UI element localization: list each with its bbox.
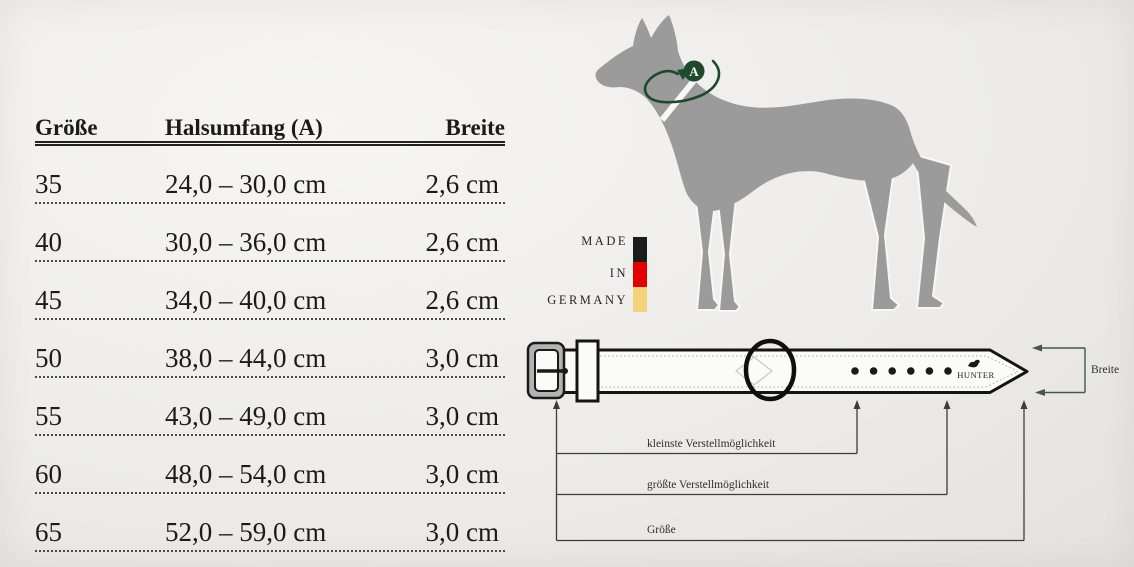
hunter-logo: HUNTER xyxy=(957,359,994,380)
cell-neck: 24,0 – 30,0 cm xyxy=(165,169,327,199)
smallest-adjustment-line xyxy=(556,400,861,455)
smallest-adjustment-label: kleinste Verstellmöglichkeit xyxy=(647,438,776,450)
cell-size: 60 xyxy=(35,459,62,489)
neck-marker-a-label: A xyxy=(689,64,699,79)
strap-holes xyxy=(851,367,952,375)
table-row: 50 38,0 – 44,0 cm 3,0 cm xyxy=(35,320,505,378)
hunter-logo-text: HUNTER xyxy=(957,370,994,380)
header-halsumfang: Halsumfang (A) xyxy=(165,115,323,140)
size-line xyxy=(556,400,1028,542)
badge-line-in: IN xyxy=(609,266,628,280)
cell-neck: 52,0 – 59,0 cm xyxy=(165,517,327,547)
size-table: Größe Halsumfang (A) Breite 35 24,0 – 30… xyxy=(35,110,505,552)
cell-size: 40 xyxy=(35,227,62,257)
cell-size: 55 xyxy=(35,401,62,431)
cell-neck: 34,0 – 40,0 cm xyxy=(165,285,327,315)
largest-adjustment-line xyxy=(556,400,951,496)
flag-black-stripe xyxy=(633,237,647,262)
width-label: Breite xyxy=(1091,364,1120,376)
neck-measure-arrow-icon: A xyxy=(643,59,721,104)
cell-width: 3,0 cm xyxy=(425,343,500,373)
buckle-prong-tip xyxy=(562,368,568,374)
collar-drawing: HUNTER xyxy=(526,338,1029,403)
cell-size: 35 xyxy=(35,169,62,199)
hunter-logo-dog-icon xyxy=(968,359,980,368)
collar-ring xyxy=(743,338,797,402)
cell-width: 2,6 cm xyxy=(425,227,500,257)
table-row: 45 34,0 – 40,0 cm 2,6 cm xyxy=(35,262,505,320)
cell-width: 3,0 cm xyxy=(425,459,500,489)
cell-neck: 48,0 – 54,0 cm xyxy=(165,459,327,489)
cell-width: 2,6 cm xyxy=(425,169,500,199)
flag-red-stripe xyxy=(633,262,647,287)
cell-width: 3,0 cm xyxy=(425,401,500,431)
table-row: 60 48,0 – 54,0 cm 3,0 cm xyxy=(35,436,505,494)
measurement-lines xyxy=(553,400,1028,542)
neck-marker-a xyxy=(683,60,705,82)
table-row: 35 24,0 – 30,0 cm 2,6 cm xyxy=(35,146,505,204)
size-label: Größe xyxy=(647,524,676,536)
dog-body xyxy=(595,15,977,227)
dog-silhouette xyxy=(595,15,977,312)
cell-neck: 38,0 – 44,0 cm xyxy=(165,343,327,373)
width-bracket xyxy=(1032,344,1086,396)
cell-size: 50 xyxy=(35,343,62,373)
header-breite: Breite xyxy=(445,115,505,140)
cell-width: 2,6 cm xyxy=(425,285,500,315)
dog-hind-leg xyxy=(853,143,901,311)
cell-width: 3,0 cm xyxy=(425,517,500,547)
cell-size: 65 xyxy=(35,517,62,547)
size-table-header: Größe Halsumfang (A) Breite xyxy=(35,110,505,146)
cell-neck: 43,0 – 49,0 cm xyxy=(165,401,327,431)
flag-gold-stripe xyxy=(633,287,647,312)
dog-collar-gap xyxy=(659,76,699,122)
table-row: 65 52,0 – 59,0 cm 3,0 cm xyxy=(35,494,505,552)
table-row: 40 30,0 – 36,0 cm 2,6 cm xyxy=(35,204,505,262)
cell-size: 45 xyxy=(35,285,62,315)
header-groesse: Größe xyxy=(35,115,98,140)
keeper-loop xyxy=(575,339,600,403)
table-row: 55 43,0 – 49,0 cm 3,0 cm xyxy=(35,378,505,436)
collar-stitching xyxy=(600,355,1020,388)
german-flag-icon xyxy=(633,237,647,312)
badge-line-germany: GERMANY xyxy=(547,293,628,307)
badge-line-made: MADE xyxy=(581,234,628,248)
dog-front-leg-rear xyxy=(714,185,742,312)
largest-adjustment-label: größte Verstellmöglichkeit xyxy=(647,479,770,491)
cell-neck: 30,0 – 36,0 cm xyxy=(165,227,327,257)
